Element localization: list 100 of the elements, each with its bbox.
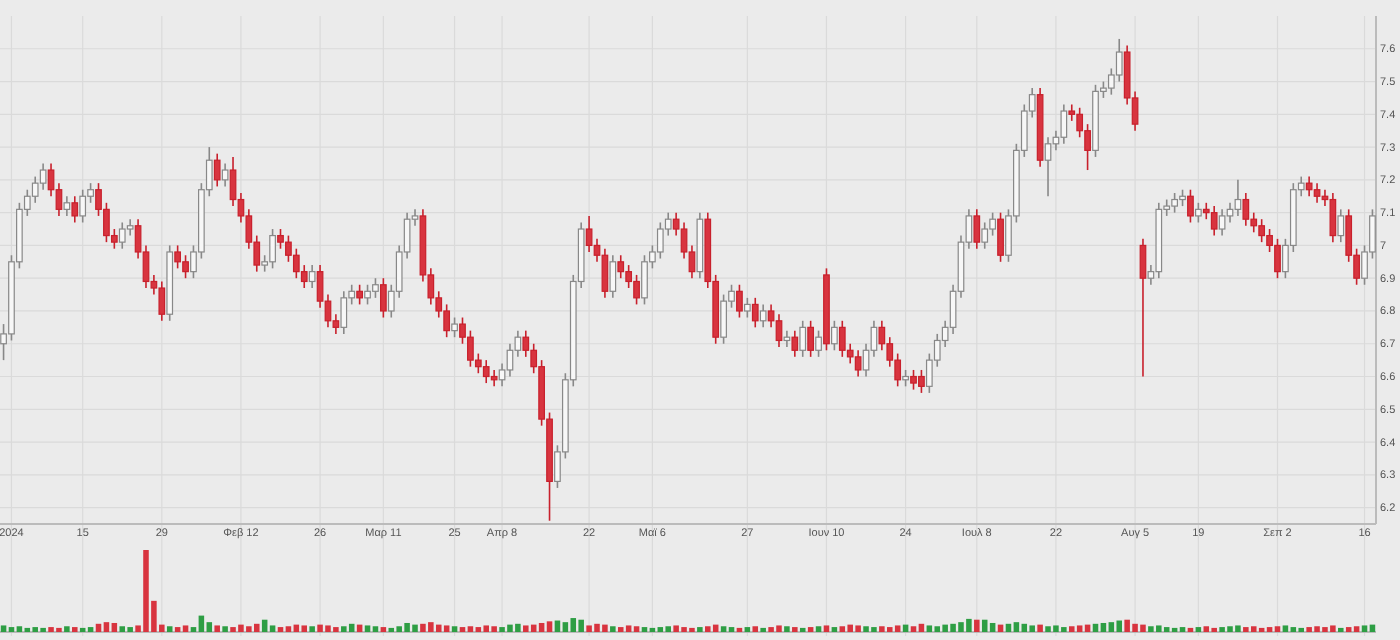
bar (815, 626, 822, 632)
candlestick (1242, 192, 1250, 227)
bar (950, 623, 956, 632)
bar (404, 622, 410, 632)
candlestick (1313, 182, 1321, 204)
candlestick (380, 277, 387, 319)
bar (594, 623, 600, 632)
candlestick (1274, 238, 1281, 279)
bar (1274, 626, 1281, 632)
candlestick (617, 254, 625, 279)
bar (752, 626, 759, 632)
bar (1361, 625, 1368, 632)
bar (705, 626, 711, 632)
bar (1227, 626, 1233, 632)
bar (1140, 624, 1146, 632)
bar (1045, 626, 1051, 632)
candlestick (126, 218, 134, 237)
bar (285, 626, 292, 632)
candlestick (1305, 175, 1313, 198)
bar (1029, 625, 1035, 632)
candlestick (751, 297, 759, 329)
candlestick (221, 162, 229, 188)
bar (1353, 626, 1360, 632)
candlestick (791, 329, 799, 358)
bar (317, 624, 323, 632)
bar (269, 625, 276, 632)
candlestick (807, 320, 815, 358)
bar (1282, 625, 1289, 632)
candlestick (158, 280, 166, 322)
candlestick (815, 329, 822, 358)
bar (625, 625, 632, 632)
candlestick (981, 221, 989, 250)
bar (784, 626, 790, 632)
bar (214, 625, 220, 632)
bar (238, 624, 244, 632)
bar (958, 622, 964, 632)
bar (467, 626, 474, 632)
candlestick (118, 221, 126, 250)
candlestick (656, 221, 664, 260)
candlestick (506, 342, 514, 378)
bar (863, 626, 869, 632)
candlestick (356, 283, 363, 306)
bar (633, 626, 640, 632)
candlestick (775, 313, 783, 348)
bar (1330, 625, 1336, 632)
bar (974, 619, 980, 632)
bar (879, 626, 885, 632)
bar (0, 625, 7, 632)
bar (507, 624, 513, 632)
candlestick (997, 211, 1004, 263)
candlestick (340, 290, 348, 335)
bar (420, 623, 426, 632)
bar (182, 625, 189, 632)
bar (673, 625, 679, 632)
bar (119, 626, 126, 632)
bar (942, 624, 948, 632)
candlestick (1234, 179, 1242, 217)
candlestick (79, 188, 87, 224)
bar (1116, 620, 1122, 632)
bar (341, 626, 347, 632)
bar (309, 626, 315, 632)
bar (301, 625, 308, 632)
candlestick (1258, 218, 1266, 243)
bar (1148, 626, 1154, 632)
bar (491, 626, 497, 632)
candlestick (1115, 38, 1123, 83)
bar (325, 625, 331, 632)
candlestick (759, 303, 767, 329)
bar (246, 626, 252, 632)
candlestick (182, 254, 189, 279)
candlestick (1044, 136, 1052, 198)
bar (1013, 622, 1020, 632)
bar (926, 625, 933, 632)
bar (111, 622, 118, 632)
bar (166, 626, 173, 632)
bar (586, 625, 592, 632)
candlestick (372, 277, 379, 299)
candlestick (838, 320, 846, 358)
candlestick (213, 152, 221, 188)
bar (64, 626, 70, 632)
bar (665, 626, 671, 632)
candlestick (490, 369, 498, 388)
bar (610, 626, 616, 632)
candlestick (364, 283, 371, 306)
bar (396, 626, 402, 632)
bar (428, 622, 434, 632)
candlestick (451, 316, 458, 338)
bar (523, 625, 529, 632)
bar (412, 624, 418, 632)
candlestick (910, 369, 917, 391)
candlestick (71, 195, 79, 224)
bar (143, 550, 149, 632)
bar (483, 625, 489, 632)
bar (823, 625, 830, 632)
bar (1203, 626, 1210, 632)
bar (1076, 625, 1083, 632)
candlestick (609, 254, 617, 299)
bar (910, 626, 917, 632)
bar (1314, 626, 1320, 632)
bar (839, 626, 846, 632)
